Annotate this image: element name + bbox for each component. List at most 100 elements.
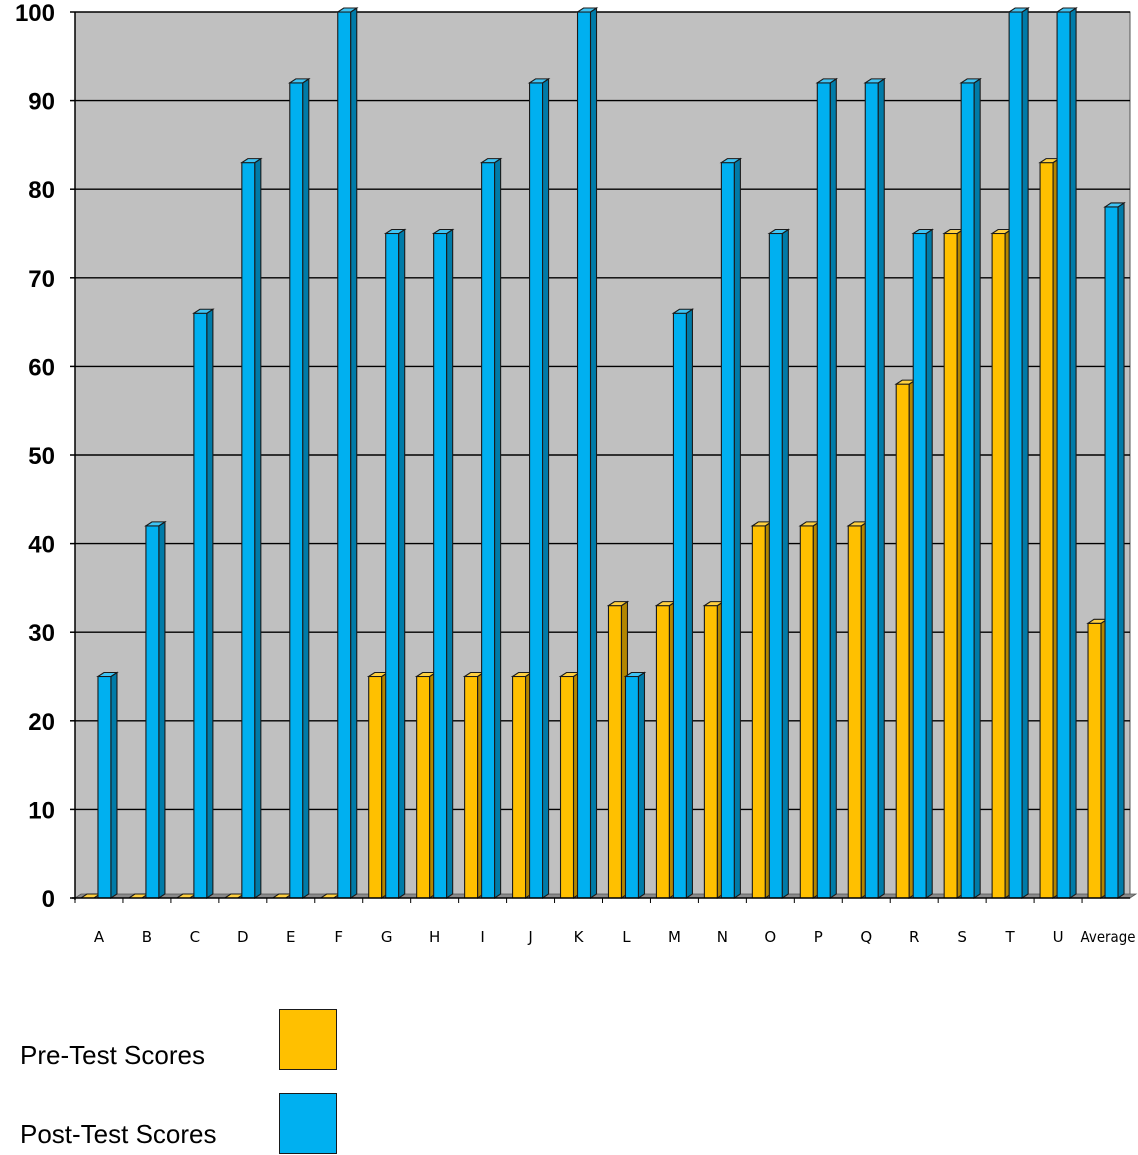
bar-top (96, 671, 119, 678)
bar-top (719, 158, 743, 164)
bar-top (479, 158, 503, 164)
bar-front (1056, 11, 1071, 899)
bar-front (416, 675, 431, 899)
bar (192, 308, 215, 900)
bar-side (1069, 6, 1077, 900)
bar-top (815, 78, 839, 84)
bar (815, 77, 839, 900)
bar-top (287, 78, 311, 84)
bar (1086, 618, 1109, 900)
y-tick-label: 0 (42, 886, 55, 913)
x-tick-label: L (622, 928, 631, 946)
bar-front (624, 675, 640, 899)
bar (959, 77, 982, 900)
bar-top (575, 7, 599, 13)
bar-side (494, 157, 502, 900)
bar (702, 600, 726, 900)
bar (335, 6, 359, 900)
bar (719, 157, 743, 900)
bar-front (768, 232, 783, 899)
bar-top (192, 308, 215, 314)
bar-front (847, 525, 862, 899)
bar (431, 228, 455, 900)
bar-side (781, 228, 789, 900)
bar-front (1104, 206, 1119, 899)
bar (846, 520, 870, 900)
x-tick-label: G (381, 928, 393, 946)
bar-front (1039, 162, 1054, 899)
bar (750, 520, 774, 900)
bar-top (606, 601, 630, 607)
bar (990, 228, 1013, 900)
bar-side (1117, 201, 1125, 900)
legend-pre-label: Pre-Test Scores (20, 1040, 205, 1070)
bar-side (446, 228, 454, 900)
bar (558, 671, 582, 900)
bar (575, 6, 599, 900)
bar-chart: 0 10 20 30 40 50 60 70 80 90 100 A B C D E F G H I J K L M N O P Q… (15, 0, 1138, 946)
bar-front (799, 525, 814, 899)
bar-top (240, 158, 263, 164)
legend-post-swatch (279, 1093, 337, 1154)
x-tick-label: O (764, 928, 776, 946)
x-tick-label: Average (1081, 928, 1136, 946)
bar-side (350, 6, 358, 900)
y-tick-label: 40 (28, 532, 55, 559)
bar-front (385, 232, 400, 899)
bar (654, 600, 678, 900)
bar (798, 520, 822, 900)
bar-front (193, 312, 208, 899)
bar-side (925, 228, 933, 900)
bar-top (383, 228, 407, 235)
x-tick-label: T (1005, 928, 1016, 946)
y-tick-label: 90 (28, 89, 55, 116)
bar-front (816, 82, 831, 899)
bar-side (206, 308, 214, 900)
bar (240, 157, 263, 900)
bar-top (431, 228, 455, 235)
bar-side (302, 77, 310, 900)
bar (462, 671, 486, 900)
bar-side (685, 308, 693, 900)
bar-side (542, 77, 550, 900)
bar (510, 671, 534, 900)
bar-front (289, 82, 304, 899)
bar-top (527, 78, 551, 84)
bar (479, 157, 503, 900)
y-tick-label: 60 (28, 354, 55, 381)
bar (894, 379, 918, 900)
bar (942, 228, 965, 900)
y-tick-label: 30 (28, 620, 55, 647)
bar-front (464, 675, 479, 899)
legend-pre: Pre-Test Scores (0, 1008, 400, 1070)
bar-front (97, 675, 112, 899)
x-tick-label: R (909, 928, 919, 946)
bar-front (481, 162, 496, 899)
x-tick-label: S (957, 928, 967, 946)
bar (606, 600, 630, 900)
bar (527, 77, 551, 900)
y-tick-label: 50 (28, 443, 55, 470)
bar-front (960, 82, 975, 899)
x-tick-label: A (94, 928, 105, 946)
bar-side (589, 6, 598, 900)
y-tick-label: 70 (28, 266, 55, 293)
bar-front (864, 82, 879, 899)
bar (1103, 201, 1126, 900)
y-tick-label: 80 (28, 177, 55, 204)
bar-front (943, 232, 958, 899)
bar-top (623, 671, 647, 678)
bar-side (973, 77, 981, 900)
legend-post: Post-Test Scores (0, 1093, 400, 1155)
bar-front (655, 605, 670, 899)
bar (1007, 6, 1030, 900)
x-tick-label: U (1053, 928, 1064, 946)
bar-top (335, 7, 359, 13)
bar-front (1087, 622, 1102, 899)
bar-front (912, 232, 927, 899)
bar-side (1021, 6, 1029, 900)
bar-front (991, 232, 1006, 899)
bar-top (144, 521, 167, 527)
bar-side (398, 228, 406, 900)
bar-side (877, 77, 885, 900)
